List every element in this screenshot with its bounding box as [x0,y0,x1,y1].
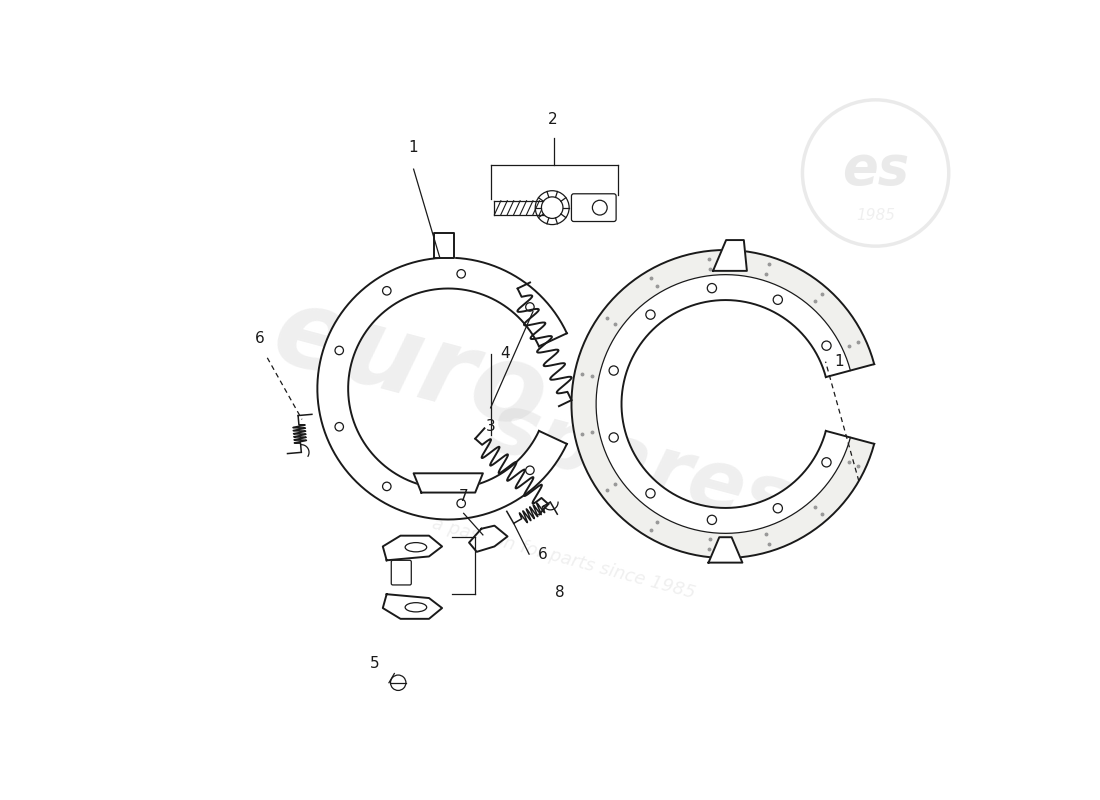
Text: 7: 7 [459,489,469,504]
Ellipse shape [405,542,427,552]
Circle shape [609,433,618,442]
Circle shape [803,100,948,246]
Text: a passion for parts since 1985: a passion for parts since 1985 [430,514,697,602]
Polygon shape [318,258,566,519]
Circle shape [336,422,343,431]
Polygon shape [713,240,747,271]
Circle shape [526,466,535,474]
FancyBboxPatch shape [572,194,616,222]
Text: 6: 6 [255,331,264,346]
Text: es: es [842,143,910,195]
Circle shape [541,197,563,218]
Text: euro: euro [262,278,558,453]
Polygon shape [383,536,442,560]
Polygon shape [572,250,874,558]
Circle shape [773,295,782,304]
Text: 8: 8 [554,585,564,600]
FancyBboxPatch shape [392,560,411,585]
Polygon shape [383,594,442,619]
Text: 3: 3 [486,419,495,434]
Circle shape [456,499,465,508]
Circle shape [609,366,618,375]
Circle shape [383,482,390,490]
Text: 2: 2 [548,112,557,127]
Circle shape [646,310,656,319]
Polygon shape [414,474,483,493]
Polygon shape [433,233,453,258]
Circle shape [336,346,343,354]
Circle shape [773,504,782,513]
Circle shape [707,515,716,525]
Text: 1985: 1985 [856,208,895,223]
Circle shape [822,341,832,350]
Circle shape [822,458,832,467]
Text: spares: spares [480,386,802,545]
Text: 1: 1 [409,140,418,155]
Circle shape [383,286,390,295]
Ellipse shape [405,602,427,612]
Circle shape [456,270,465,278]
Text: 1: 1 [835,354,845,369]
Circle shape [390,675,406,690]
Circle shape [593,200,607,215]
Text: 5: 5 [371,656,380,671]
Polygon shape [596,274,850,534]
Text: 4: 4 [499,346,509,362]
Circle shape [646,489,656,498]
Circle shape [526,302,535,311]
Circle shape [707,283,716,293]
Text: 6: 6 [538,546,548,562]
Polygon shape [708,538,742,562]
Polygon shape [469,526,507,552]
